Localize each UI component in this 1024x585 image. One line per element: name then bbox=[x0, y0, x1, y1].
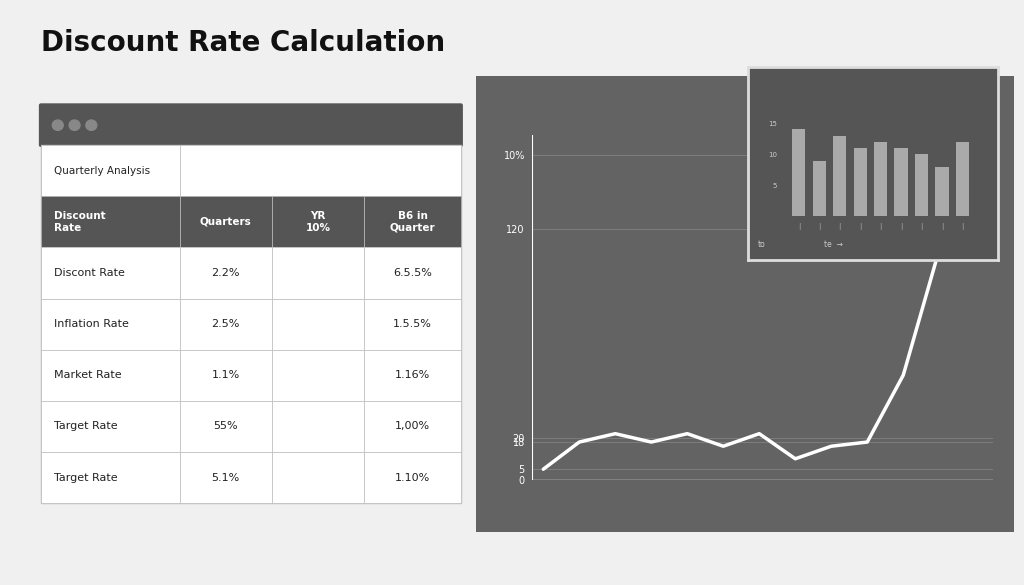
Text: to: to bbox=[758, 240, 766, 249]
Text: B6 in
Quarter: B6 in Quarter bbox=[390, 211, 435, 233]
FancyBboxPatch shape bbox=[41, 145, 461, 503]
FancyBboxPatch shape bbox=[272, 452, 365, 503]
FancyBboxPatch shape bbox=[272, 196, 365, 247]
FancyBboxPatch shape bbox=[179, 298, 272, 350]
FancyBboxPatch shape bbox=[179, 247, 272, 298]
FancyBboxPatch shape bbox=[41, 452, 179, 503]
Text: YR
10%: YR 10% bbox=[305, 211, 331, 233]
Text: 5.1%: 5.1% bbox=[212, 473, 240, 483]
FancyBboxPatch shape bbox=[272, 350, 365, 401]
Text: 1.1%: 1.1% bbox=[212, 370, 240, 380]
Bar bbox=[854, 148, 867, 216]
FancyBboxPatch shape bbox=[179, 452, 272, 503]
FancyBboxPatch shape bbox=[272, 247, 365, 298]
Circle shape bbox=[86, 120, 97, 130]
Bar bbox=[874, 142, 887, 216]
FancyBboxPatch shape bbox=[272, 298, 365, 350]
Bar bbox=[834, 136, 847, 216]
FancyBboxPatch shape bbox=[365, 350, 461, 401]
FancyBboxPatch shape bbox=[365, 401, 461, 452]
Circle shape bbox=[69, 120, 80, 130]
Text: Quarterly Analysis: Quarterly Analysis bbox=[53, 166, 150, 176]
FancyBboxPatch shape bbox=[179, 145, 461, 196]
Bar bbox=[935, 167, 948, 216]
FancyBboxPatch shape bbox=[179, 196, 272, 247]
FancyBboxPatch shape bbox=[365, 247, 461, 298]
Text: 55%: 55% bbox=[213, 421, 238, 431]
Text: Discont Rate: Discont Rate bbox=[53, 268, 125, 278]
FancyBboxPatch shape bbox=[41, 350, 179, 401]
Text: 1.16%: 1.16% bbox=[395, 370, 430, 380]
Circle shape bbox=[52, 120, 63, 130]
FancyBboxPatch shape bbox=[39, 104, 463, 147]
FancyBboxPatch shape bbox=[41, 196, 179, 247]
Text: 2.2%: 2.2% bbox=[211, 268, 240, 278]
Text: te  →: te → bbox=[824, 240, 843, 249]
Text: Target Rate: Target Rate bbox=[53, 473, 117, 483]
Text: Quarters: Quarters bbox=[200, 217, 252, 227]
Text: 1.10%: 1.10% bbox=[395, 473, 430, 483]
FancyBboxPatch shape bbox=[365, 196, 461, 247]
FancyBboxPatch shape bbox=[41, 298, 179, 350]
Text: 1.5.5%: 1.5.5% bbox=[393, 319, 432, 329]
FancyBboxPatch shape bbox=[272, 401, 365, 452]
Text: Market Rate: Market Rate bbox=[53, 370, 121, 380]
Bar bbox=[955, 142, 969, 216]
Text: Discount
Rate: Discount Rate bbox=[53, 211, 105, 233]
Text: 6.5.5%: 6.5.5% bbox=[393, 268, 432, 278]
Text: 2.5%: 2.5% bbox=[212, 319, 240, 329]
FancyBboxPatch shape bbox=[41, 401, 179, 452]
Bar bbox=[894, 148, 907, 216]
FancyBboxPatch shape bbox=[179, 350, 272, 401]
Text: Discount Rate Calculation: Discount Rate Calculation bbox=[41, 29, 445, 57]
Text: 1,00%: 1,00% bbox=[395, 421, 430, 431]
Text: Inflation Rate: Inflation Rate bbox=[53, 319, 128, 329]
Bar bbox=[914, 154, 928, 216]
FancyBboxPatch shape bbox=[365, 298, 461, 350]
Bar bbox=[813, 160, 826, 216]
FancyBboxPatch shape bbox=[365, 452, 461, 503]
FancyBboxPatch shape bbox=[41, 145, 179, 196]
FancyBboxPatch shape bbox=[41, 247, 179, 298]
Bar bbox=[793, 129, 806, 216]
FancyBboxPatch shape bbox=[179, 401, 272, 452]
Text: Target Rate: Target Rate bbox=[53, 421, 117, 431]
